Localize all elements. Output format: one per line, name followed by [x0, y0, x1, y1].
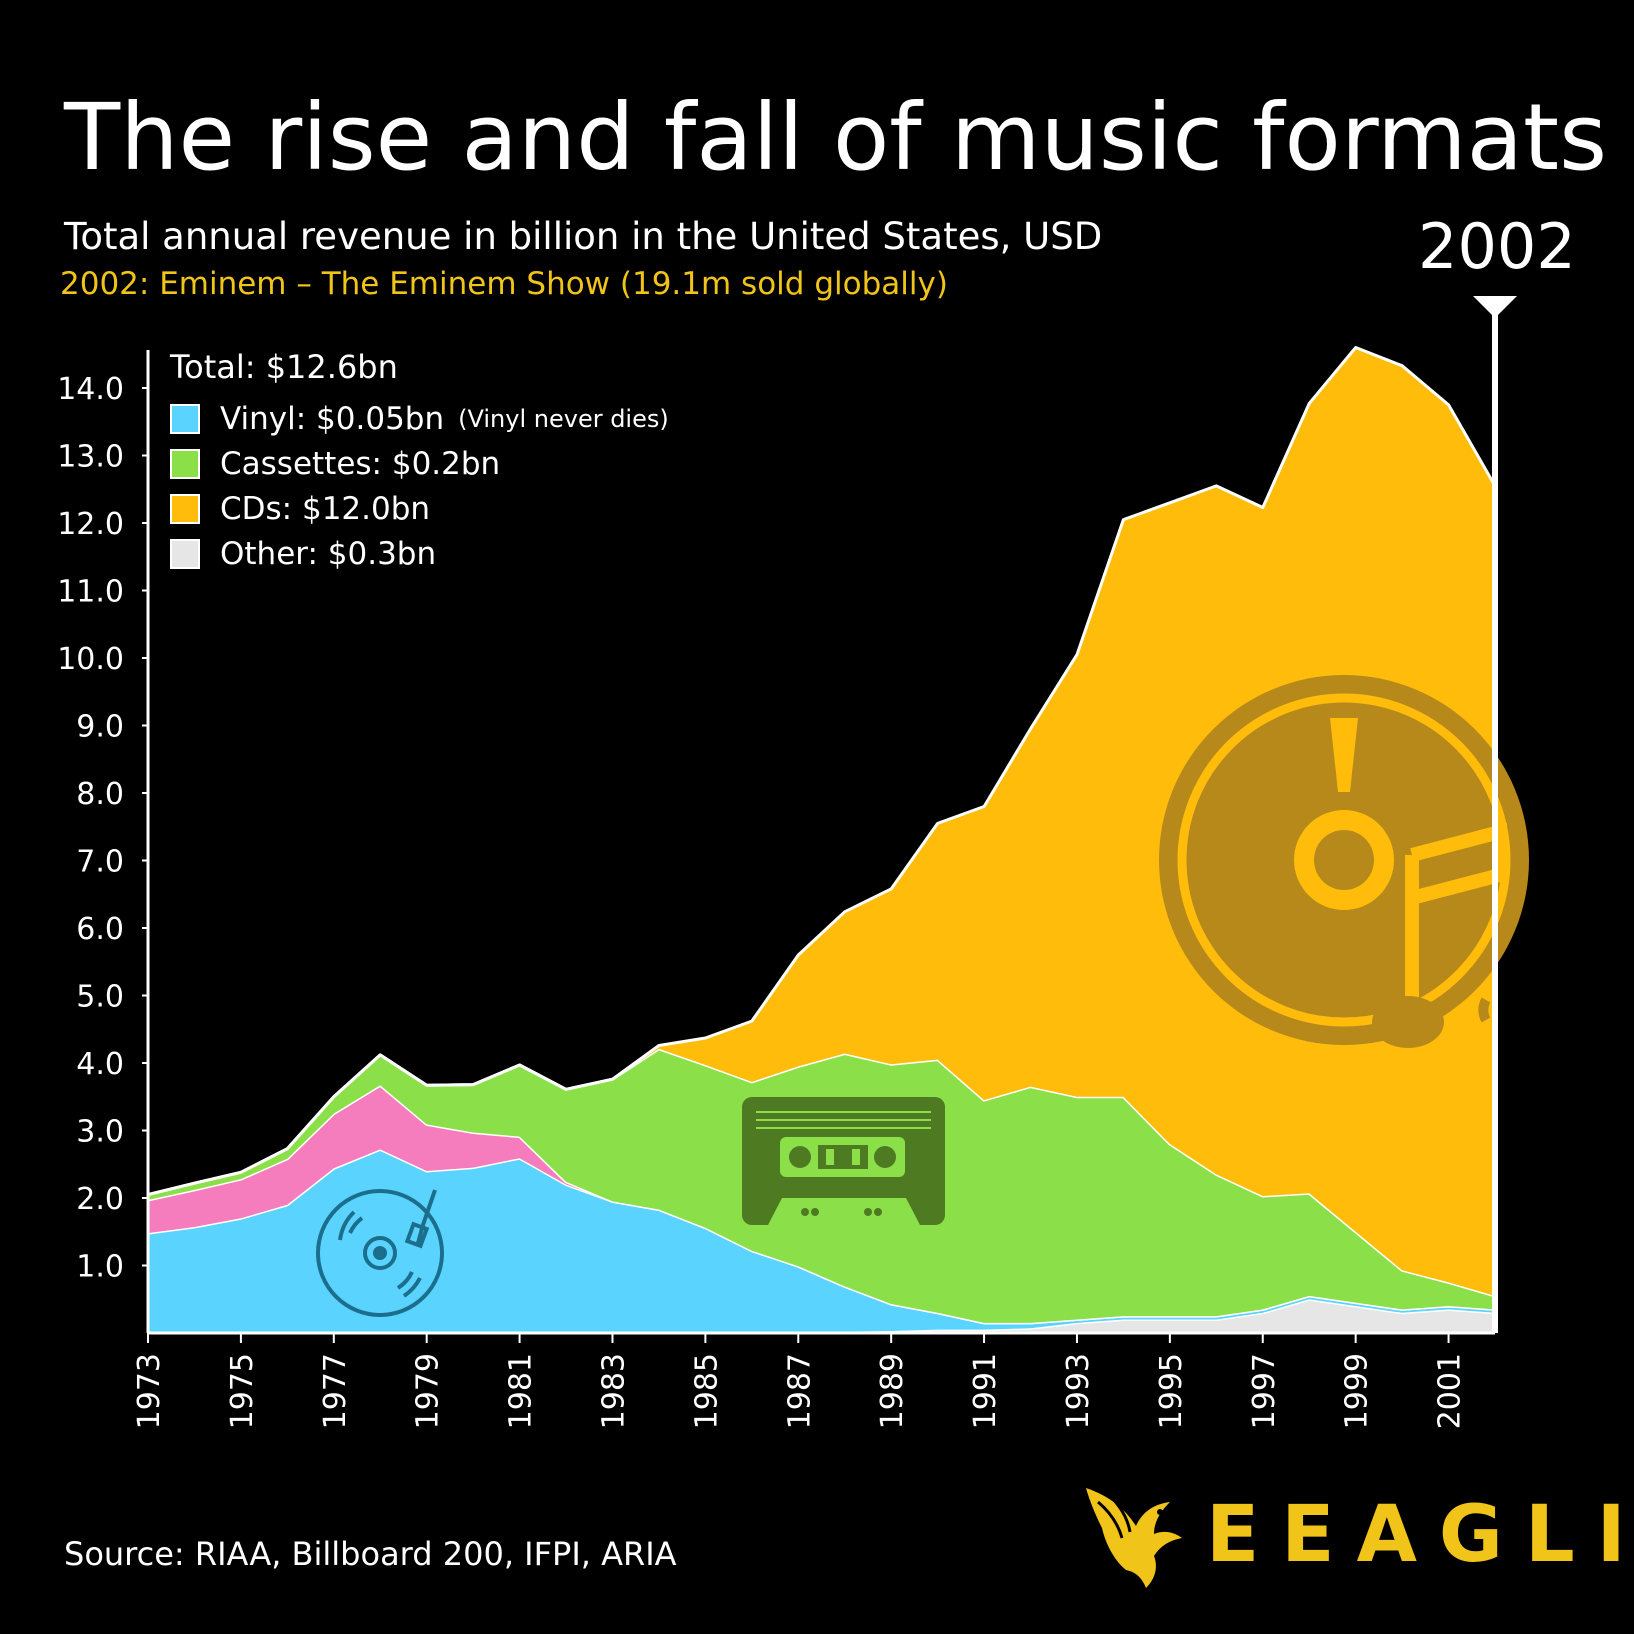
- x-tick-label: 1993: [1061, 1353, 1096, 1429]
- chart-axes: 1.0 2.0 3.0 4.0 5.0 6.0 7.0 8.0 9.0 10.0 11.0 12.0 1…: [57, 296, 1517, 1429]
- area-eight_track: [148, 1085, 1495, 1323]
- y-tick-label: 7.0: [76, 845, 124, 880]
- source-note: Source: RIAA, Billboard 200, IFPI, ARIA: [64, 1535, 677, 1573]
- x-tick-label: 1999: [1340, 1353, 1375, 1429]
- legend: Total: $12.6bn Vinyl: $0.05bn (Vinyl nev…: [170, 348, 669, 576]
- legend-label-cds: CDs: $12.0bn: [220, 490, 431, 527]
- legend-label-vinyl: Vinyl: $0.05bn: [220, 400, 445, 437]
- legend-swatch-other: [170, 538, 200, 569]
- y-tick-label: 11.0: [57, 575, 124, 610]
- legend-total: Total: $12.6bn: [170, 348, 398, 386]
- y-tick-label: 8.0: [76, 777, 124, 812]
- area-vinyl: [148, 1149, 1495, 1332]
- y-tick-label: 14.0: [57, 372, 124, 407]
- chart-subtitle: Total annual revenue in billion in the U…: [64, 215, 1103, 258]
- x-tick-label: 1977: [318, 1353, 353, 1429]
- chart-title: The rise and fall of music formats: [64, 84, 1608, 191]
- y-tick-label: 12.0: [57, 507, 124, 542]
- legend-label-other: Other: $0.3bn: [220, 535, 437, 572]
- x-tick-label: 1997: [1247, 1353, 1282, 1429]
- x-tick-label: 1989: [875, 1353, 910, 1429]
- x-tick-label: 1995: [1154, 1353, 1189, 1429]
- eagle-logo-icon: [1086, 1488, 1182, 1588]
- x-tick-label: 1991: [968, 1353, 1003, 1429]
- x-tick-label: 1981: [504, 1353, 539, 1429]
- turntable-icon: [316, 1189, 444, 1317]
- legend-item-cassettes: Cassettes: $0.2bn: [170, 441, 669, 486]
- x-tick-label: 1983: [596, 1353, 631, 1429]
- legend-note-vinyl: (Vinyl never dies): [458, 404, 669, 433]
- y-tick-label: 6.0: [76, 912, 124, 947]
- area-other: [148, 1299, 1495, 1333]
- legend-item-cds: CDs: $12.0bn: [170, 486, 669, 531]
- x-tick-label: 1987: [782, 1353, 817, 1429]
- x-tick-label: 2001: [1433, 1353, 1468, 1429]
- brand-name: EEAGLI: [1206, 1490, 1634, 1580]
- x-tick-label: 1975: [225, 1353, 260, 1429]
- legend-swatch-cassettes: [170, 448, 200, 479]
- legend-item-vinyl: Vinyl: $0.05bn (Vinyl never dies): [170, 396, 669, 441]
- y-tick-label: 3.0: [76, 1115, 124, 1150]
- cassette-icon: [742, 1097, 945, 1225]
- legend-item-other: Other: $0.3bn: [170, 531, 669, 576]
- brand-logo: EEAGLI: [1080, 1482, 1626, 1592]
- year-marker-arrow: [1473, 296, 1517, 318]
- x-tick-label: 1979: [411, 1353, 446, 1429]
- area-cds: [148, 347, 1495, 1296]
- cd-music-icon: [1159, 675, 1529, 1048]
- y-tick-label: 4.0: [76, 1047, 124, 1082]
- x-tick-label: 1973: [132, 1353, 167, 1429]
- legend-swatch-cds: [170, 493, 200, 524]
- legend-swatch-vinyl: [170, 403, 200, 434]
- format-icons: [316, 675, 1529, 1317]
- y-tick-label: 9.0: [76, 710, 124, 745]
- y-tick-label: 13.0: [57, 440, 124, 475]
- y-tick-label: 1.0: [76, 1250, 124, 1285]
- y-tick-label: 5.0: [76, 980, 124, 1015]
- legend-label-cassettes: Cassettes: $0.2bn: [220, 445, 501, 482]
- y-tick-label: 10.0: [57, 642, 124, 677]
- year-marker-label: 2002: [1418, 210, 1576, 283]
- x-tick-label: 1985: [689, 1353, 724, 1429]
- event-caption: 2002: Eminem – The Eminem Show (19.1m so…: [60, 266, 948, 302]
- area-edge-cds: [147, 346, 1497, 1197]
- y-tick-label: 2.0: [76, 1182, 124, 1217]
